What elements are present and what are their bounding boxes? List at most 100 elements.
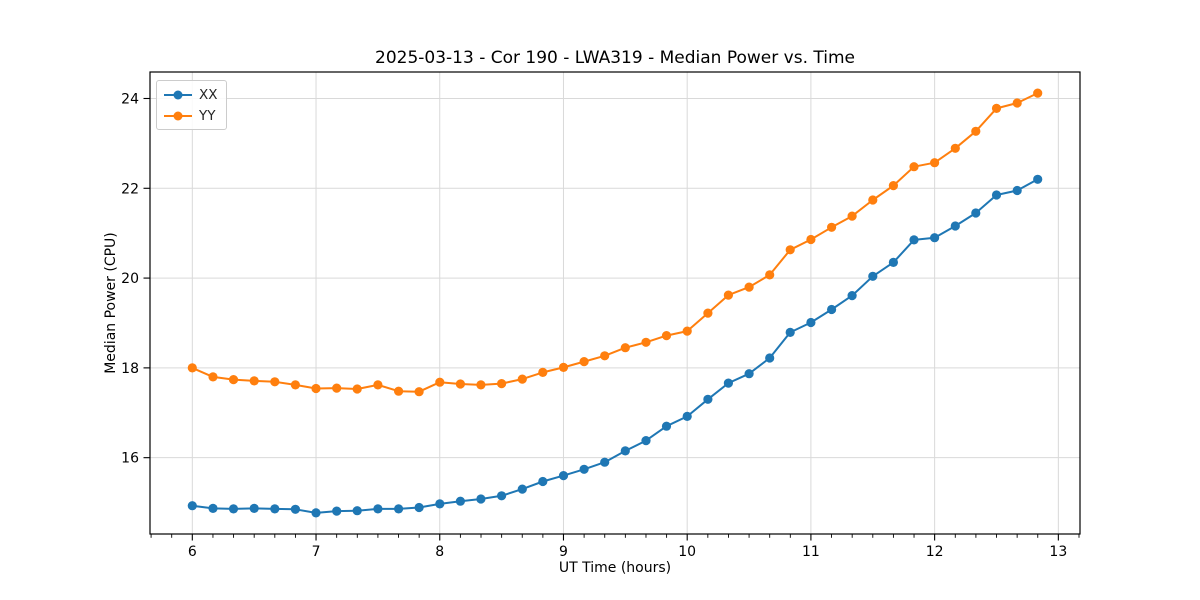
data-point-yy: [703, 308, 713, 318]
data-point-yy: [888, 181, 899, 191]
data-point-xx: [703, 394, 713, 404]
data-point-xx: [909, 235, 919, 245]
data-point-yy: [497, 379, 507, 389]
chart-title: 2025-03-13 - Cor 190 - LWA319 - Median P…: [375, 48, 855, 68]
data-point-xx: [352, 506, 362, 516]
data-point-yy: [600, 351, 610, 361]
data-point-yy: [352, 384, 362, 394]
data-point-xx: [414, 502, 424, 513]
y-tick-label: 24: [121, 91, 139, 107]
x-tick-label: 13: [1049, 544, 1067, 560]
data-point-xx: [290, 504, 300, 514]
data-point-yy: [228, 375, 239, 385]
data-point-yy: [620, 343, 630, 353]
legend-marker-yy-icon: [164, 111, 192, 121]
data-point-yy: [847, 211, 857, 221]
data-point-xx: [208, 503, 218, 513]
data-point-xx: [930, 233, 940, 243]
data-point-xx: [620, 446, 630, 456]
data-point-yy: [785, 245, 795, 255]
data-point-yy: [332, 383, 342, 393]
data-point-xx: [682, 411, 692, 421]
data-point-xx: [827, 304, 837, 315]
data-point-yy: [806, 234, 816, 245]
data-point-xx: [785, 327, 795, 337]
legend-item-xx: XX: [164, 85, 218, 104]
legend-item-yy: YY: [164, 106, 218, 125]
data-point-xx: [806, 317, 816, 328]
data-point-xx: [558, 471, 569, 481]
x-tick-label: 11: [802, 544, 820, 560]
data-point-xx: [868, 271, 878, 281]
data-point-yy: [1012, 98, 1022, 108]
legend-label-yy: YY: [199, 107, 216, 124]
y-tick-label: 22: [121, 181, 139, 197]
y-axis-label: Median Power (CPU): [103, 232, 119, 374]
data-point-yy: [558, 362, 569, 372]
data-point-xx: [723, 378, 734, 388]
x-tick-label: 12: [926, 544, 944, 560]
data-point-yy: [476, 380, 486, 390]
data-point-xx: [332, 506, 342, 516]
data-point-xx: [950, 221, 960, 231]
data-point-yy: [435, 377, 445, 387]
data-point-xx: [249, 503, 259, 513]
x-tick-label: 8: [435, 544, 444, 560]
data-point-yy: [909, 162, 919, 172]
data-point-yy: [868, 195, 878, 205]
data-point-xx: [435, 499, 445, 509]
data-point-yy: [682, 326, 692, 336]
x-axis-label: UT Time (hours): [558, 560, 672, 576]
x-tick-label: 9: [559, 544, 568, 560]
data-point-yy: [971, 126, 981, 136]
data-point-yy: [187, 363, 197, 373]
data-point-yy: [517, 374, 527, 384]
data-point-yy: [723, 290, 734, 300]
data-point-xx: [311, 508, 321, 518]
legend: XX YY: [156, 80, 227, 130]
data-point-yy: [579, 357, 589, 367]
data-point-xx: [373, 504, 383, 514]
data-point-yy: [827, 222, 837, 232]
data-point-xx: [991, 190, 1002, 200]
legend-marker-xx-icon: [164, 90, 192, 100]
data-point-yy: [538, 367, 548, 377]
data-point-yy: [991, 103, 1002, 113]
data-point-xx: [497, 491, 507, 501]
x-tick-label: 10: [678, 544, 696, 560]
data-point-xx: [455, 496, 465, 506]
data-point-xx: [888, 257, 899, 267]
x-tick-label: 7: [312, 544, 321, 560]
data-point-yy: [270, 377, 280, 387]
data-point-yy: [744, 282, 754, 292]
data-point-yy: [950, 143, 960, 153]
data-point-xx: [394, 504, 404, 514]
data-point-yy: [455, 379, 465, 389]
data-point-yy: [661, 331, 672, 341]
data-point-xx: [641, 436, 651, 446]
data-point-yy: [1033, 88, 1043, 98]
data-point-yy: [373, 380, 383, 390]
data-point-xx: [847, 291, 857, 301]
x-tick-label: 6: [188, 544, 197, 560]
data-point-xx: [228, 504, 239, 514]
data-point-xx: [538, 476, 548, 487]
data-point-yy: [311, 383, 321, 394]
data-point-yy: [290, 380, 300, 390]
data-point-xx: [1012, 185, 1022, 196]
series-line-xx: [191, 178, 1039, 514]
data-point-yy: [414, 387, 424, 397]
data-point-yy: [641, 337, 651, 347]
axes-spines: [149, 71, 1081, 535]
data-point-xx: [1033, 174, 1043, 184]
data-point-xx: [187, 501, 197, 511]
data-point-yy: [930, 158, 940, 168]
data-point-yy: [394, 386, 404, 396]
data-point-xx: [600, 457, 610, 467]
data-point-yy: [208, 372, 218, 382]
data-point-xx: [476, 494, 486, 504]
y-tick-label: 16: [121, 451, 139, 467]
data-point-yy: [765, 270, 775, 280]
